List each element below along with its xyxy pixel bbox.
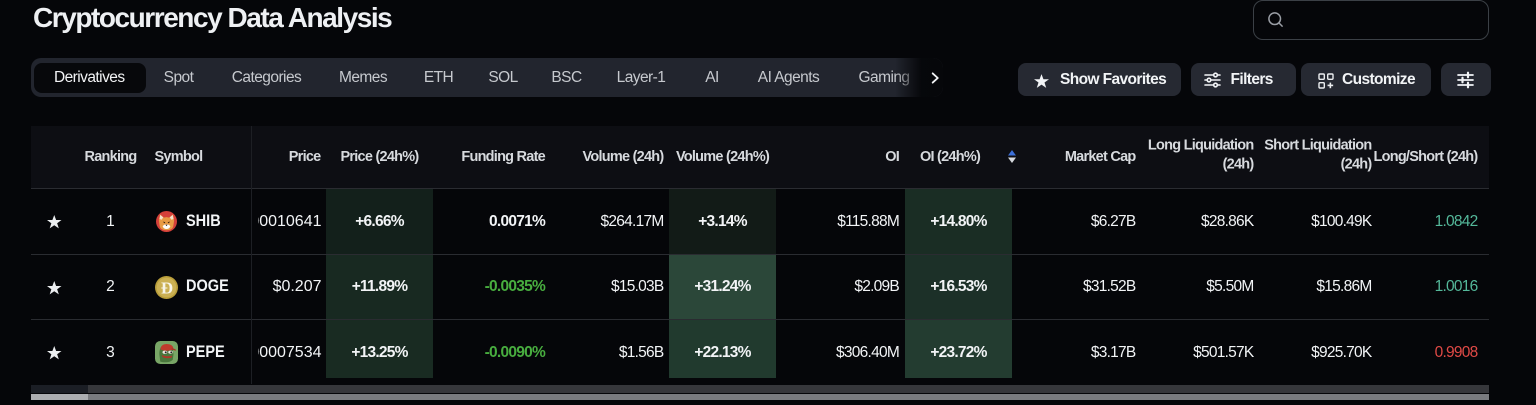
svg-text:Đ: Đ: [161, 278, 173, 297]
